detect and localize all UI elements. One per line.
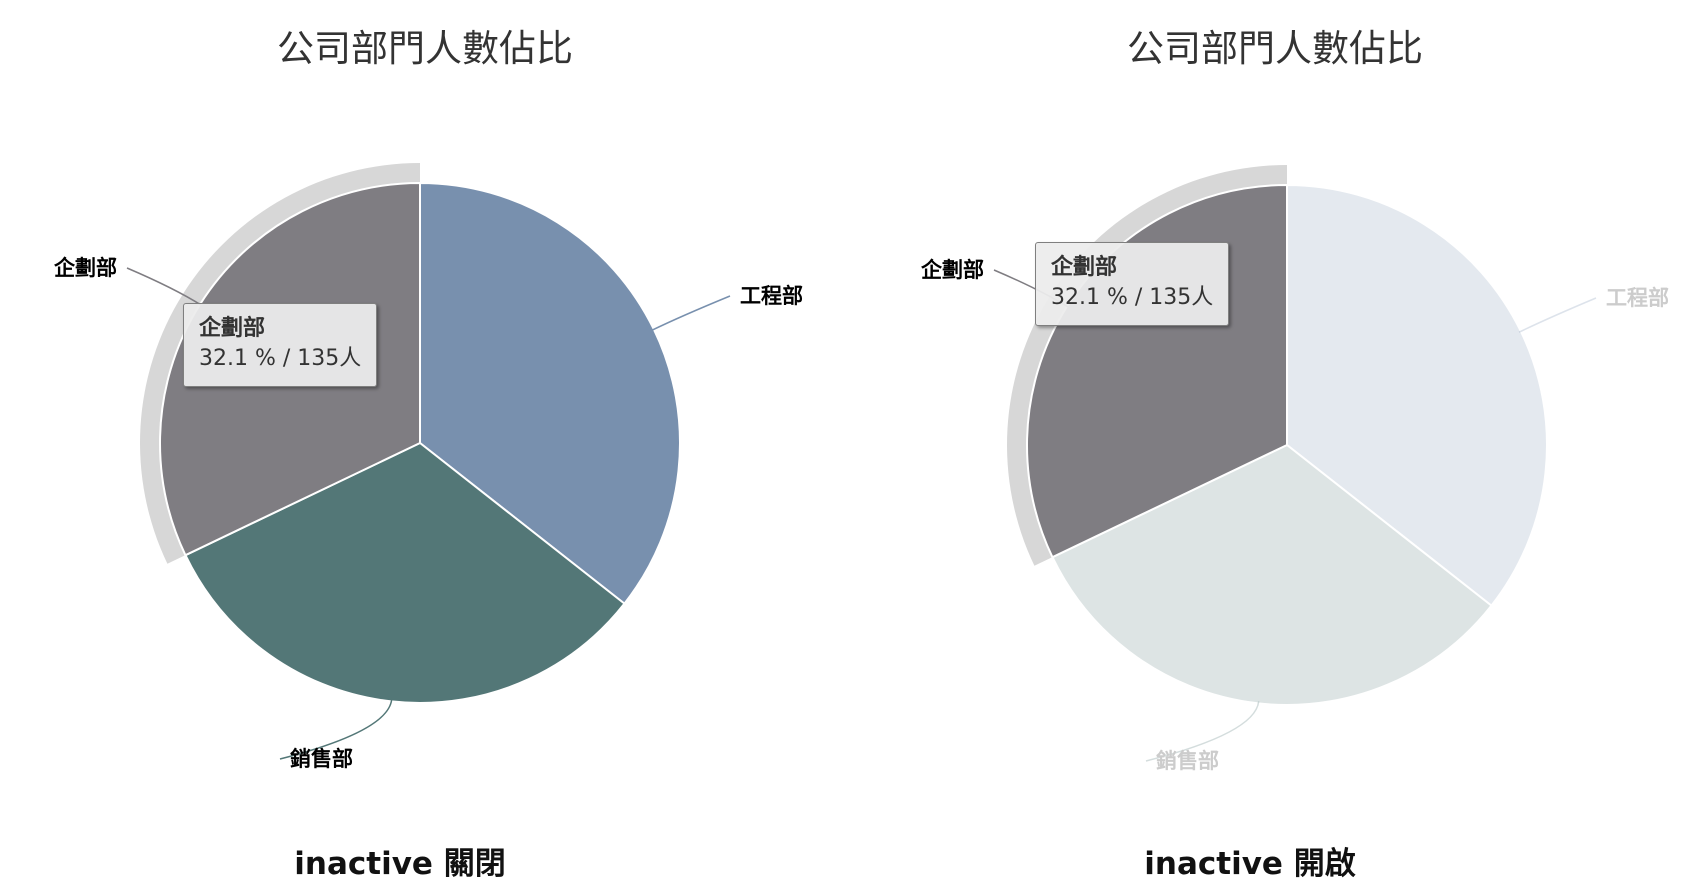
caption-inactive-off: inactive 關閉 — [294, 846, 506, 882]
pie-slice-sales[interactable] — [1051, 444, 1493, 706]
label-connector-sales — [279, 699, 393, 760]
pie-chart-panel-right: 公司部門人數佔比 工程部銷售部 企劃部 企劃部 32.1 % / 135人 ina… — [850, 0, 1700, 894]
tooltip-title: 企劃部 — [199, 316, 266, 341]
tooltip-detail: 32.1 % / 135人 — [199, 346, 362, 371]
caption-inactive-on: inactive 開啟 — [1144, 846, 1356, 882]
label-connector-engineering — [651, 295, 731, 331]
data-label-engineering: 工程部 — [1606, 286, 1669, 310]
tooltip-title: 企劃部 — [1051, 255, 1118, 280]
hover-halo-planning — [140, 163, 421, 564]
data-label-sales: 銷售部 — [290, 747, 353, 771]
chart-title: 公司部門人數佔比 — [277, 27, 573, 70]
chart-title: 公司部門人數佔比 — [1127, 27, 1423, 70]
data-label-sales: 銷售部 — [1156, 749, 1219, 773]
data-label-engineering: 工程部 — [740, 284, 803, 308]
pie-slice-engineering[interactable] — [1286, 184, 1548, 607]
tooltip: 企劃部 32.1 % / 135人 — [1035, 242, 1230, 326]
label-connector-engineering — [1518, 297, 1597, 333]
pie-chart-panel-left: 公司部門人數佔比 工程部銷售部 企劃部 企劃部 32.1 % / 135人 ina… — [53, 27, 803, 882]
data-label-planning: 企劃部 — [920, 258, 984, 282]
tooltip: 企劃部 32.1 % / 135人 — [183, 303, 378, 387]
label-connector-planning — [126, 267, 203, 307]
data-label-planning: 企劃部 — [53, 256, 117, 280]
label-connector-sales — [1145, 701, 1260, 762]
tooltip-detail: 32.1 % / 135人 — [1051, 285, 1214, 310]
